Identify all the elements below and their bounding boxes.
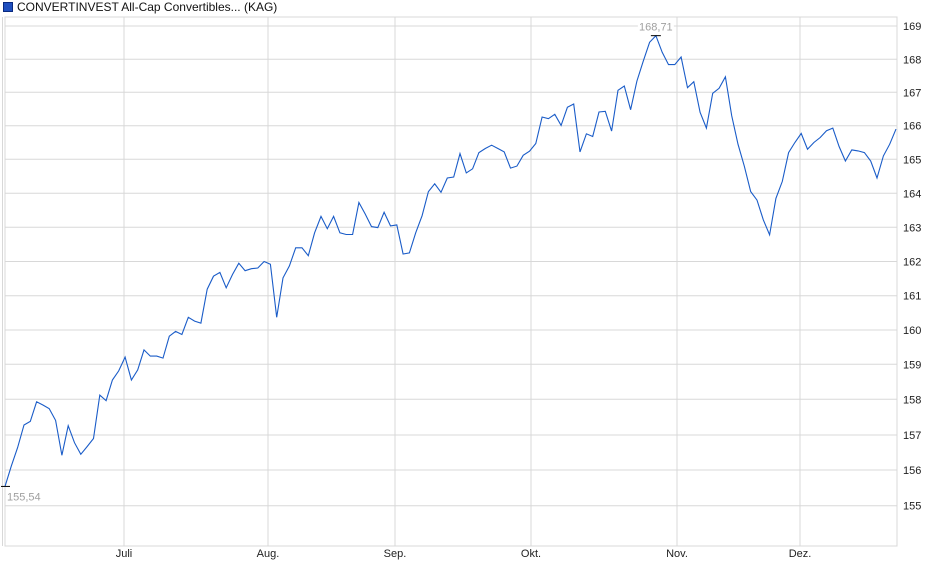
y-tick-label: 157 — [903, 430, 921, 442]
legend-swatch — [3, 2, 13, 12]
x-tick-label: Nov. — [666, 548, 688, 560]
y-tick-label: 155 — [903, 501, 921, 513]
y-tick-label: 167 — [903, 87, 921, 99]
y-tick-label: 164 — [903, 188, 921, 200]
series-line — [4, 34, 897, 487]
x-tick-label: Dez. — [789, 548, 812, 560]
x-tick-label: Aug. — [257, 548, 280, 560]
annotations: 155,54 168,71 — [1, 20, 674, 503]
y-tick-label: 162 — [903, 257, 921, 269]
y-tick-label: 161 — [903, 291, 921, 303]
y-tick-label: 156 — [903, 465, 921, 477]
max-label-bg — [637, 20, 674, 33]
x-tick-label: Sep. — [384, 548, 407, 560]
x-tick-label: Okt. — [521, 548, 541, 560]
y-tick-label: 159 — [903, 359, 921, 371]
x-axis-ticks: Juli Aug. Sep. Okt. Nov. Dez. — [116, 548, 812, 560]
y-tick-label: 169 — [903, 21, 921, 33]
legend: CONVERTINVEST All-Cap Convertibles... (K… — [3, 0, 277, 14]
min-label: 155,54 — [7, 491, 41, 503]
y-tick-label: 165 — [903, 154, 921, 166]
y-tick-label: 168 — [903, 54, 921, 66]
grid — [2, 16, 898, 547]
x-tick-label: Juli — [116, 548, 133, 560]
y-axis-ticks: 155 156 157 158 159 160 161 162 163 164 165 166 167 1… — [903, 21, 921, 513]
y-tick-label: 158 — [903, 394, 921, 406]
y-tick-label: 163 — [903, 222, 921, 234]
legend-label: CONVERTINVEST All-Cap Convertibles... (K… — [17, 0, 278, 14]
y-tick-label: 166 — [903, 121, 921, 133]
series-points — [4, 35, 897, 487]
max-label: 168,71 — [639, 22, 673, 34]
plot-border — [4, 16, 898, 547]
y-tick-label: 160 — [903, 325, 921, 337]
